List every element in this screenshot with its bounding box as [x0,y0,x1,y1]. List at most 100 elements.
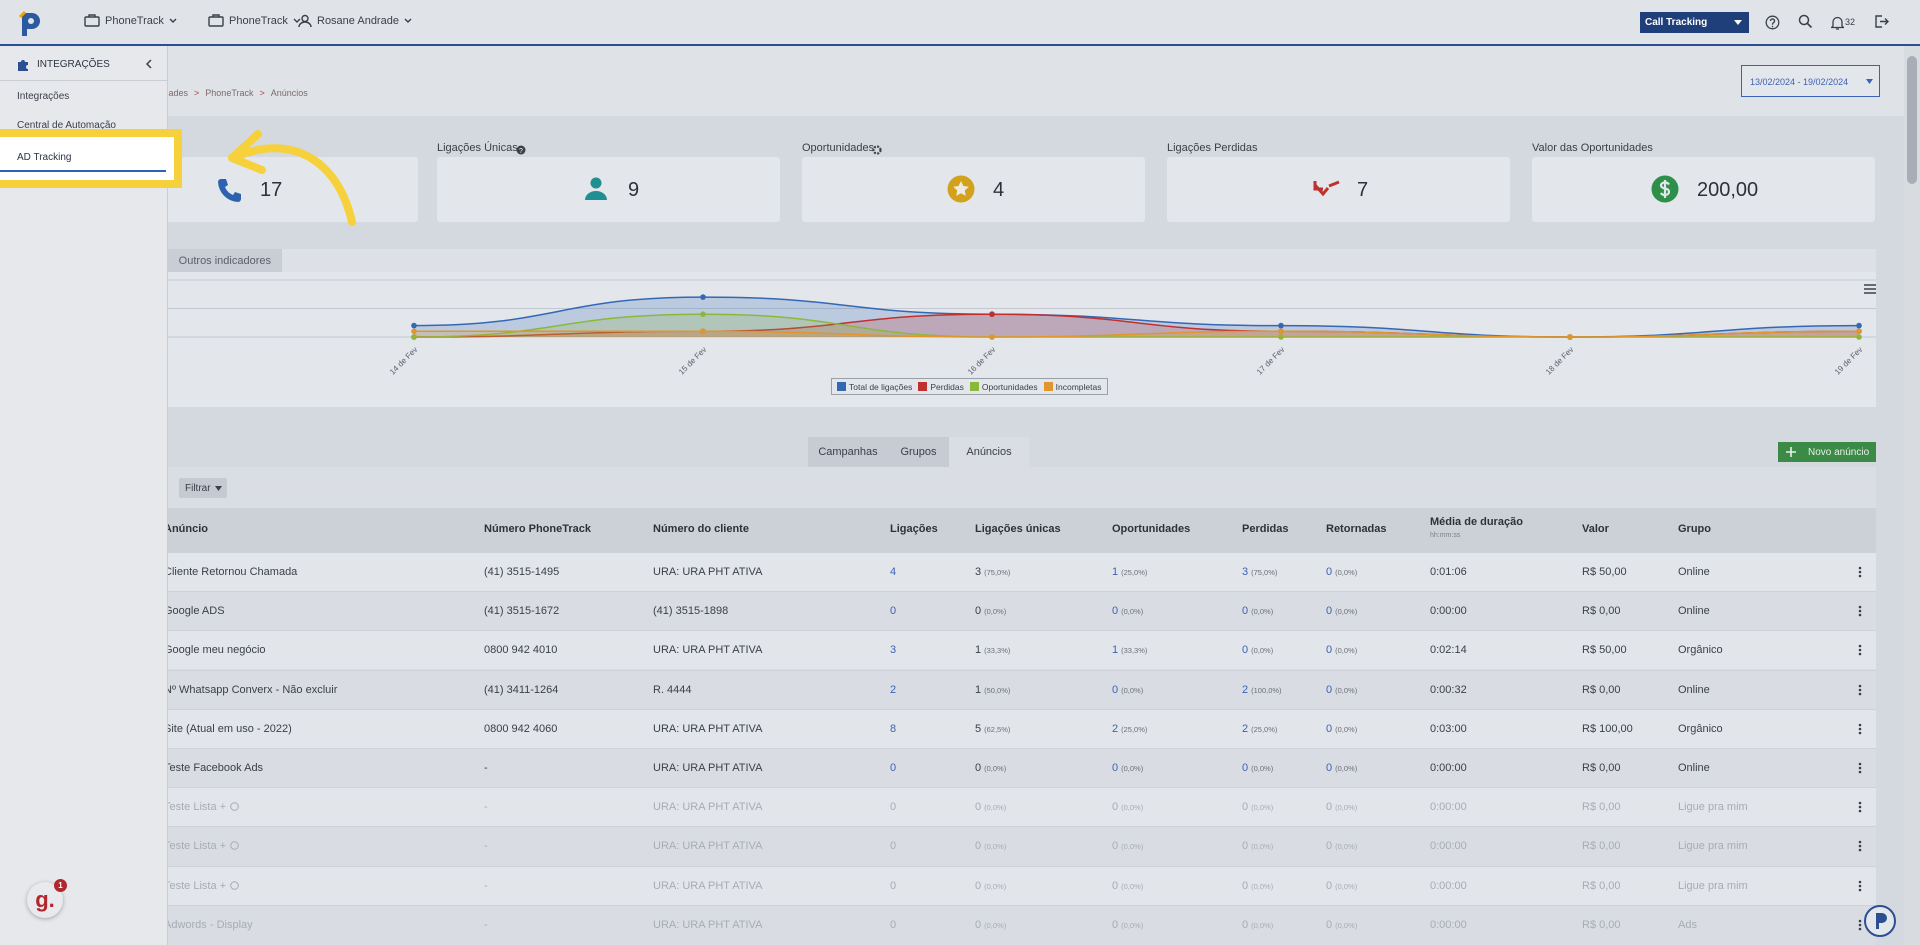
unit-menu[interactable]: PhoneTrack [84,14,177,27]
chart-tab[interactable]: Outros indicadores [150,249,282,272]
column-header: Anúncio [164,523,208,535]
kpi-card: 9 [437,157,780,222]
scroll-thumb[interactable] [1907,56,1917,184]
row-menu[interactable] [1858,723,1862,735]
info-icon[interactable]: ? [516,145,526,155]
filter-button[interactable]: Filtrar [179,478,227,498]
table-cell: 0 (0,0%) [1242,880,1273,892]
x-tick-label: 19 de Fev [1833,345,1865,377]
tab-label: Anúncios [966,446,1012,458]
row-menu[interactable] [1858,919,1862,931]
legend-item: Perdidas [918,382,964,392]
menu-dot [1858,809,1862,813]
cell-count: 0 [1112,605,1119,618]
point [1856,328,1862,335]
menu-item[interactable]: Integrações [17,91,70,102]
help-icon[interactable] [1765,15,1780,30]
table-cell: 0 (0,0%) [975,801,1006,813]
menu-dot [1858,770,1862,774]
chart-menu[interactable] [1864,284,1876,294]
cell-percent: (25,0%) [1121,724,1148,734]
table-cell: 0800 942 4010 [484,644,558,657]
menu-item-active[interactable]: AD Tracking [17,152,72,163]
table-cell: 0 (0,0%) [975,919,1006,931]
row-menu[interactable] [1858,644,1862,656]
row-menu[interactable] [1858,684,1862,696]
column-header: Ligações únicas [975,523,1061,535]
phone-icon [218,179,241,202]
cell-percent: (0,0%) [1121,803,1144,813]
menu-dot [1858,613,1862,617]
x-tick-label: 16 de Fev [966,345,998,377]
column-header: Grupo [1678,523,1711,535]
table-cell: - [484,762,488,774]
legend-item: Total de ligações [837,382,912,392]
bell-icon[interactable] [1831,15,1844,30]
table-cell: 0 (0,0%) [1326,840,1357,852]
menu-dot [1858,762,1862,766]
table-cell: - [484,801,488,814]
menu-dot [1858,688,1862,691]
cell-count: 1 [975,683,982,696]
chat-widget[interactable]: g. 1 [27,879,67,918]
table-cell: 0 [890,762,897,774]
table-cell: 0 (0,0%) [1242,605,1273,617]
row-menu[interactable] [1858,762,1862,774]
table-cell: 0 (0,0%) [1112,880,1143,892]
logo[interactable] [16,9,46,39]
table-cell: R$ 0,00 [1582,762,1621,774]
table-cell: Ligue pra mim [1678,840,1748,853]
collapse-icon[interactable] [145,59,153,69]
breadcrumb-item[interactable]: PhoneTrack [205,88,254,98]
user-menu[interactable]: Rosane Andrade [298,14,412,28]
row-menu[interactable] [1858,605,1862,617]
tab[interactable]: Campanhas [808,437,888,467]
tab-label: Campanhas [818,446,878,458]
settings-icon[interactable] [872,145,882,155]
cell-percent: (0,0%) [1121,685,1144,695]
row-menu[interactable] [1858,880,1862,892]
breadcrumb-item[interactable]: Unidades [150,88,189,98]
table-cell: R$ 0,00 [1582,879,1621,892]
cell-percent: (0,0%) [1251,764,1274,773]
table-cell: Cliente Retornou Chamada [164,566,298,578]
cell-percent: (0,0%) [1251,920,1274,930]
table-row: Google meu negócio 0800 942 4010 URA: URA … [75,630,1876,670]
cell-count: 3 [975,566,982,578]
table-cell: 0 (0,0%) [1326,762,1357,774]
menu-item[interactable]: Central de Automação [17,120,116,131]
table-cell: 0 (0,0%) [1112,684,1143,696]
table-cell: 0 (0,0%) [975,840,1006,852]
table-cell: Teste Lista + [164,840,239,852]
cell-count: 0 [975,879,982,892]
cell-count: 1 [975,644,982,657]
table-cell: R$ 50,00 [1582,566,1627,578]
table-cell: 1 (25,0%) [1112,566,1147,578]
logout-icon[interactable] [1874,14,1889,29]
table-cell: 0 (0,0%) [1326,801,1357,813]
tab[interactable]: Grupos [888,437,949,467]
table-cell: Online [1678,605,1710,618]
search-icon[interactable] [1798,14,1813,29]
product-select[interactable]: Call Tracking [1640,12,1749,33]
tab-active[interactable]: Anúncios [949,437,1029,467]
date-picker[interactable]: 13/02/2024 - 19/02/2024 [1741,65,1880,97]
help-chat-icon[interactable] [1864,905,1896,937]
table-cell: 0 [890,801,897,814]
table-cell: 0 (0,0%) [1112,840,1143,852]
tab-label: Outros indicadores [178,254,271,267]
table-row: Teste Lista + - URA: URA PHT ATIVA 0 0 (0,0%)… [75,787,1876,827]
new-ad-button[interactable]: Novo anúncio [1778,442,1876,462]
table-cell: R. 4444 [653,683,692,696]
row-menu[interactable] [1858,801,1862,813]
row-menu[interactable] [1858,566,1862,578]
table-cell: URA: URA PHT ATIVA [653,566,763,578]
account-menu[interactable]: PhoneTrack [208,14,301,27]
cell-count: 0 [975,918,982,931]
table-cell: 0 (0,0%) [1326,566,1357,578]
row-menu[interactable] [1858,840,1862,852]
kpi-card: 4 [802,157,1145,222]
kpi-label: Ligações Únicas [437,142,518,154]
date-range: 13/02/2024 - 19/02/2024 [1750,77,1849,87]
